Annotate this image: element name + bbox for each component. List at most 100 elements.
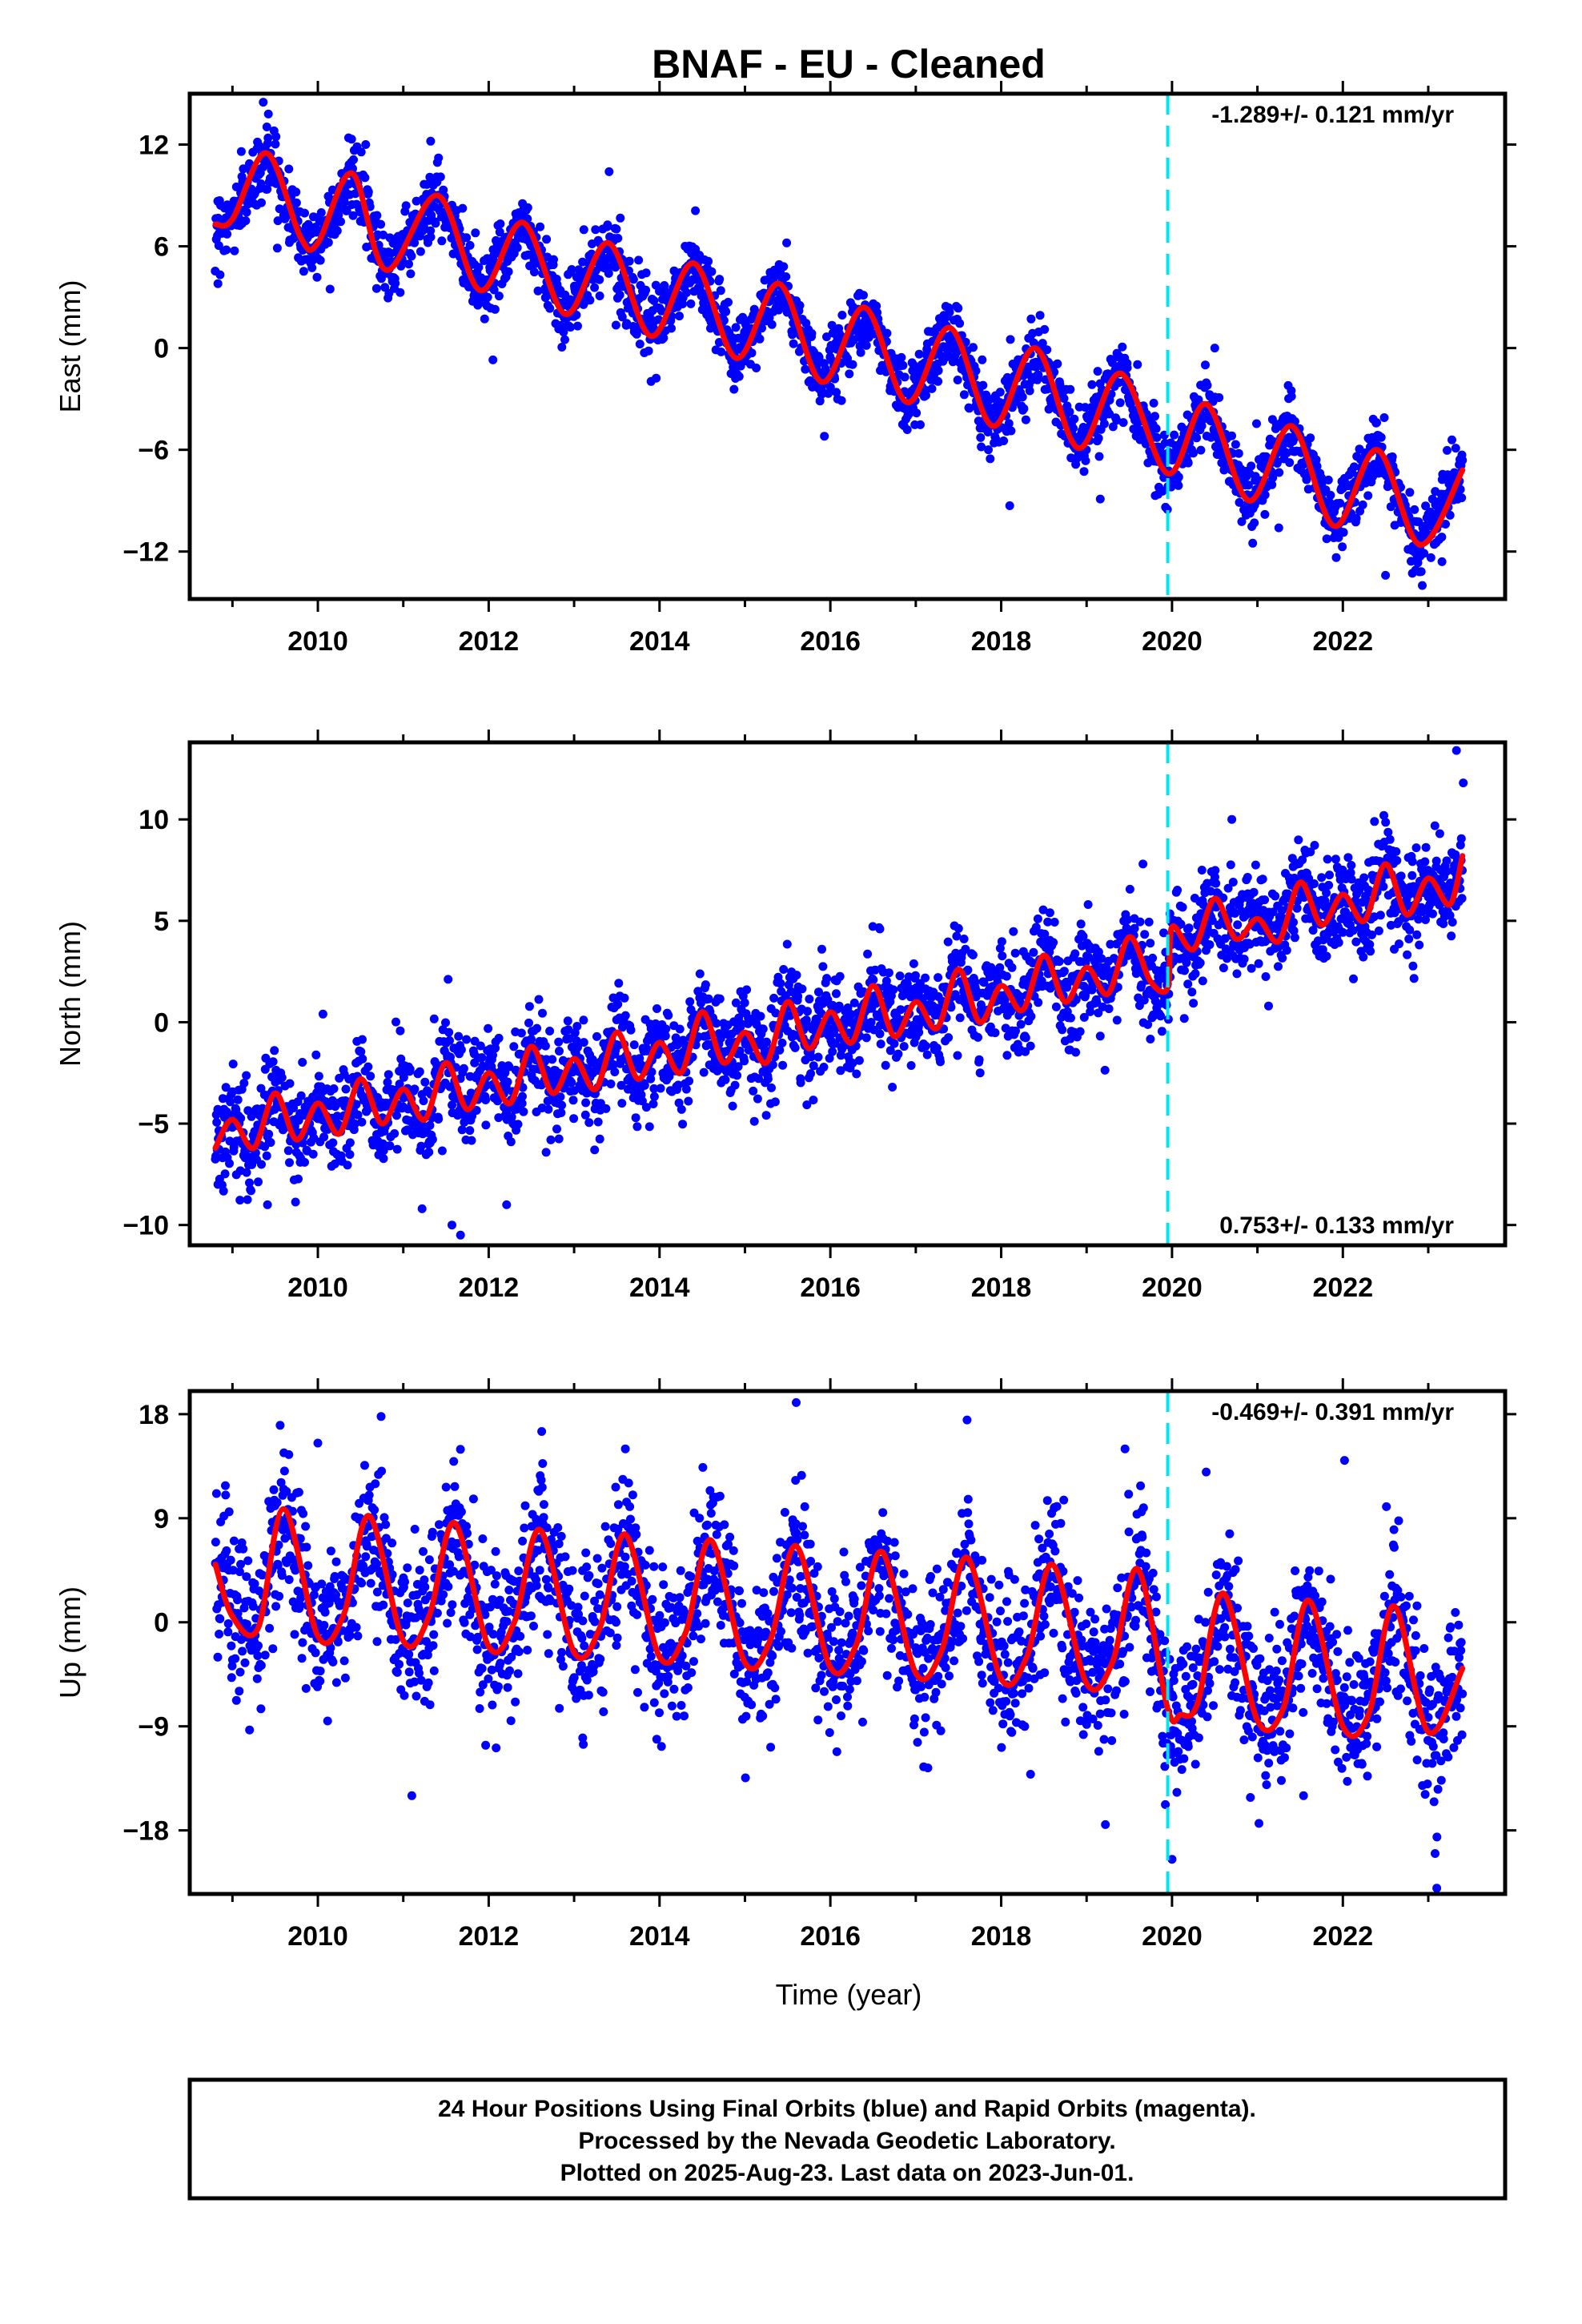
east-x-tick-label: 2012 — [459, 626, 520, 657]
north-data-point — [568, 1096, 578, 1105]
east-data-point — [837, 396, 846, 405]
east-outlier-point — [263, 109, 273, 119]
north-data-point — [997, 937, 1006, 947]
east-data-point — [1451, 444, 1460, 453]
north-data-point — [876, 1039, 885, 1049]
north-data-point — [869, 975, 878, 984]
north-data-point — [1049, 938, 1058, 947]
east-data-point — [1006, 335, 1015, 344]
north-data-point — [1317, 873, 1327, 883]
north-data-point — [889, 1039, 899, 1048]
north-data-point — [1140, 930, 1150, 939]
north-data-point — [268, 1057, 278, 1067]
north-data-point — [1226, 860, 1235, 870]
east-outlier-point — [1418, 581, 1427, 590]
north-data-point — [1249, 887, 1259, 897]
north-data-point — [959, 935, 969, 943]
north-data-point — [519, 1107, 528, 1116]
north-data-point — [1021, 1033, 1030, 1043]
north-data-point — [242, 1071, 251, 1080]
east-data-point — [807, 328, 817, 338]
east-data-point — [976, 432, 986, 442]
north-data-point — [1243, 873, 1252, 882]
north-data-point — [1219, 963, 1228, 973]
north-data-point — [1179, 1014, 1189, 1023]
east-data-point — [984, 445, 993, 455]
north-data-point — [391, 1017, 400, 1027]
north-data-point — [822, 974, 832, 983]
east-data-point — [1042, 345, 1052, 355]
east-data-point — [336, 217, 345, 227]
north-data-point — [677, 1104, 686, 1114]
east-data-point — [755, 334, 765, 344]
north-data-point — [1157, 1027, 1166, 1036]
east-data-point — [613, 234, 623, 243]
north-data-point — [761, 1111, 771, 1120]
north-data-point — [740, 1056, 749, 1066]
east-data-point — [291, 187, 301, 197]
north-data-point — [1112, 939, 1122, 949]
north-data-point — [1054, 957, 1064, 967]
east-rate-label: -1.289+/- 0.121 mm/yr — [1211, 102, 1454, 128]
east-outlier-point — [1095, 494, 1105, 504]
east-data-point — [945, 308, 954, 317]
north-data-point — [277, 1073, 287, 1083]
east-y-tick-label: 6 — [154, 232, 169, 263]
north-data-point — [554, 1037, 564, 1047]
east-data-point — [523, 203, 532, 212]
east-data-point — [616, 213, 625, 223]
north-data-point — [1258, 875, 1267, 884]
east-data-point — [1019, 404, 1029, 413]
east-data-point — [307, 263, 317, 272]
north-data-point — [805, 995, 814, 1003]
east-outlier-point — [488, 355, 498, 364]
east-data-point — [953, 376, 962, 384]
north-data-point — [383, 1070, 393, 1080]
north-data-point — [1254, 959, 1263, 968]
north-data-point — [441, 1018, 450, 1027]
north-data-point — [1002, 971, 1011, 981]
east-data-point — [416, 247, 425, 256]
north-data-point — [509, 1042, 519, 1051]
north-data-point — [753, 1094, 762, 1104]
east-data-point — [882, 328, 892, 338]
north-data-point — [410, 1084, 420, 1094]
north-data-point — [1146, 939, 1155, 948]
east-data-point — [332, 226, 342, 235]
north-data-point — [695, 969, 705, 979]
north-data-point — [614, 979, 624, 988]
north-data-point — [861, 1033, 871, 1043]
north-data-point — [345, 1150, 355, 1160]
north-data-point — [1007, 963, 1017, 972]
east-data-point — [781, 272, 791, 281]
east-data-point — [490, 304, 500, 314]
east-data-point — [1189, 448, 1198, 458]
east-data-point — [1025, 386, 1034, 396]
north-data-point — [1289, 918, 1298, 927]
north-data-point — [1066, 1013, 1075, 1023]
north-data-point — [777, 1038, 787, 1047]
east-outlier-point — [426, 136, 436, 146]
north-data-point — [1195, 958, 1205, 967]
east-data-point — [715, 275, 725, 284]
north-data-point — [974, 1032, 982, 1042]
east-data-point — [222, 245, 231, 255]
east-data-point — [595, 292, 604, 300]
north-data-point — [699, 1068, 709, 1077]
east-data-point — [273, 216, 283, 226]
east-data-point — [425, 172, 435, 182]
north-data-point — [1173, 886, 1182, 895]
north-data-point — [296, 1091, 306, 1100]
north-data-point — [685, 1076, 694, 1086]
east-data-point — [719, 316, 729, 325]
north-data-point — [767, 1083, 776, 1092]
north-data-point — [1290, 933, 1299, 943]
north-data-point — [1100, 1065, 1110, 1075]
east-data-point — [494, 292, 504, 301]
east-data-point — [1339, 528, 1348, 537]
north-data-point — [953, 1051, 962, 1060]
east-y-tick-label: 12 — [139, 131, 169, 161]
east-data-point — [644, 346, 653, 356]
